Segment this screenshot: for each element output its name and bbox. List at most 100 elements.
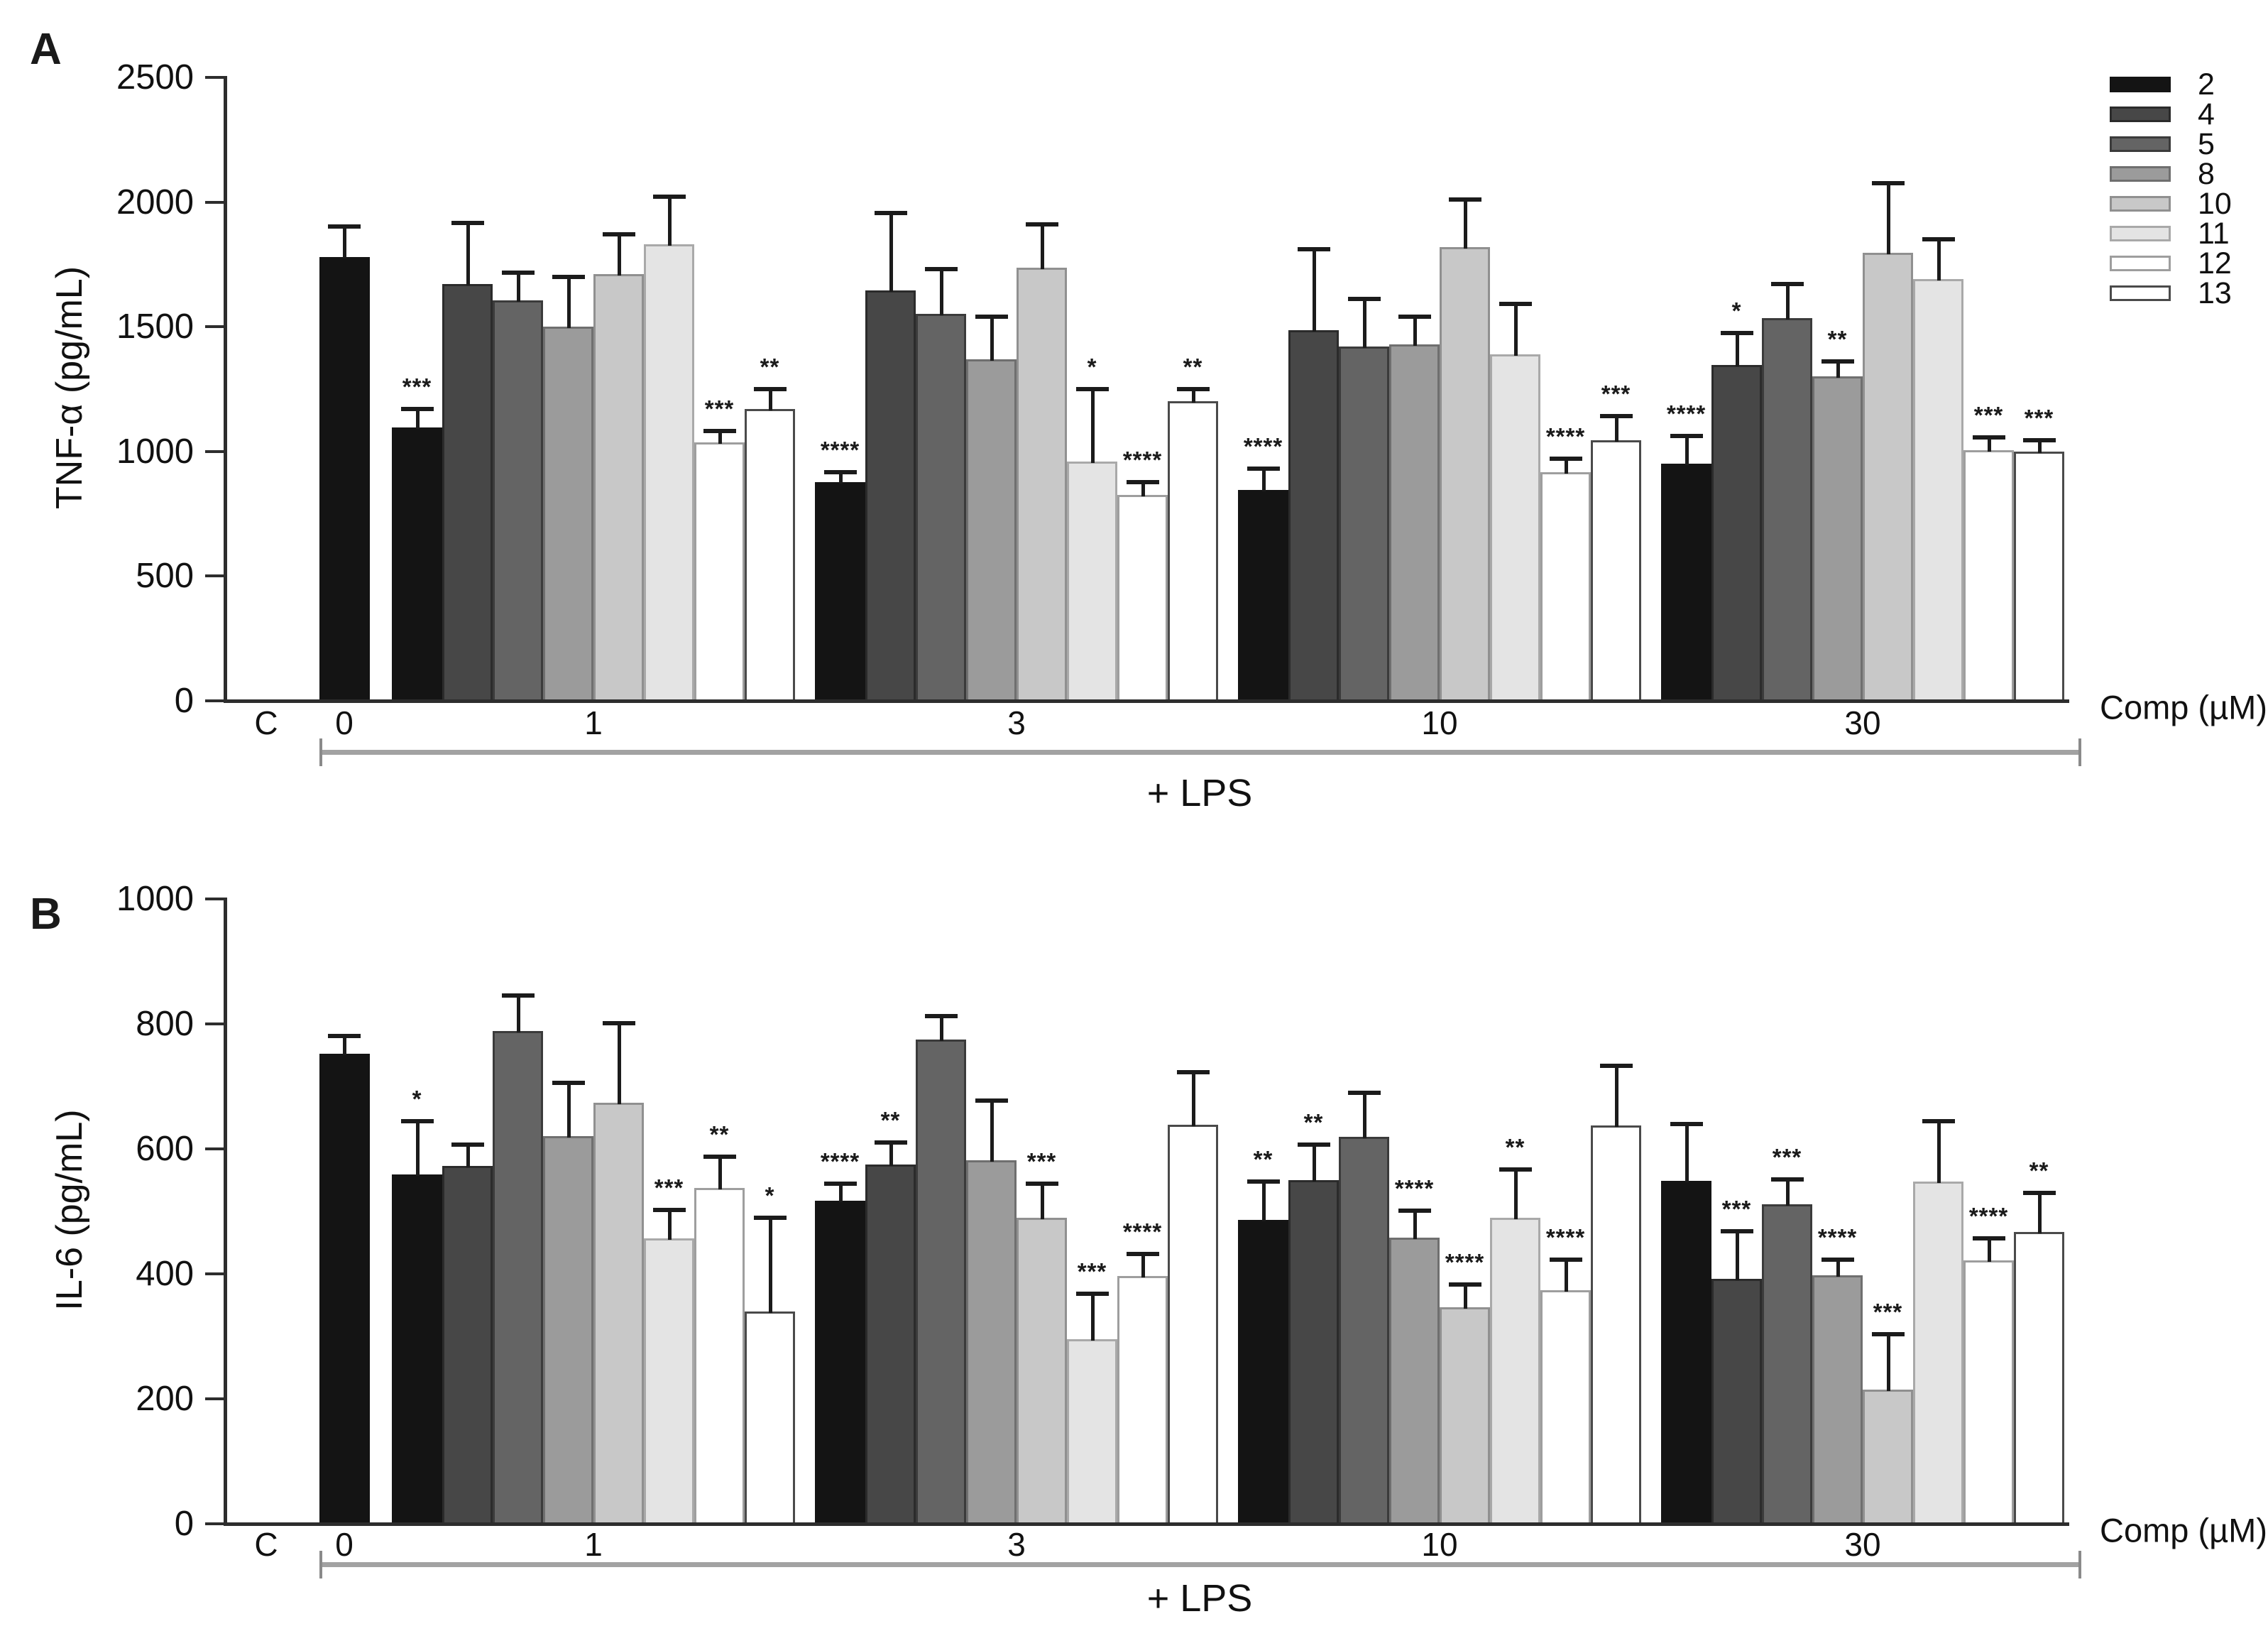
bar-A-10-13 xyxy=(1591,440,1641,699)
error-bar-stem xyxy=(939,1016,943,1041)
error-bar-cap xyxy=(1871,1332,1905,1337)
error-bar-stem xyxy=(1312,1144,1316,1182)
panel-b-letter: B xyxy=(30,890,62,939)
error-bar-cap xyxy=(1972,435,2005,440)
legend-swatch-5 xyxy=(2110,136,2171,152)
bar-A-1-10 xyxy=(593,274,644,699)
bar-B-30-13 xyxy=(2014,1231,2064,1522)
error-bar-stem xyxy=(1936,239,1941,281)
x-axis-line xyxy=(224,699,2069,703)
error-bar-stem xyxy=(1191,1071,1195,1127)
bar-A-30-11 xyxy=(1913,279,1963,699)
panel-b-lps-label: + LPS xyxy=(1146,1577,1253,1620)
error-bar-stem xyxy=(1886,1334,1890,1392)
bar-A-0 xyxy=(319,256,370,699)
bar-A-3-11 xyxy=(1067,461,1117,699)
error-bar-cap xyxy=(1821,1258,1854,1263)
x-tick-label-30: 30 xyxy=(1844,704,1881,741)
error-bar-stem xyxy=(1261,1182,1266,1222)
bar-B-1-2 xyxy=(392,1174,442,1522)
error-bar-cap xyxy=(1448,1282,1481,1287)
x-tick-label-control: C xyxy=(254,1526,278,1563)
bar-A-10-4 xyxy=(1288,330,1339,699)
error-bar-cap xyxy=(652,1208,686,1212)
y-tick xyxy=(205,1147,224,1150)
error-bar-cap xyxy=(602,1020,635,1025)
error-bar-cap xyxy=(1075,1291,1109,1296)
x-tick-label-1: 1 xyxy=(584,1526,603,1563)
error-bar-cap xyxy=(1398,1208,1431,1213)
error-bar-stem xyxy=(1513,304,1518,356)
significance-label: **** xyxy=(1817,1224,1858,1251)
bar-B-1-10 xyxy=(593,1102,644,1522)
error-bar-cap xyxy=(1499,1167,1532,1172)
bar-B-1-4 xyxy=(442,1166,493,1522)
bar-A-1-4 xyxy=(442,284,493,699)
error-bar-stem xyxy=(617,234,621,276)
error-bar-stem xyxy=(343,1036,346,1055)
bar-B-1-12 xyxy=(694,1188,745,1522)
legend-item-12: 12 xyxy=(2110,249,2232,279)
significance-label: *** xyxy=(1973,402,2004,429)
significance-label: **** xyxy=(1243,433,1283,460)
bar-B-3-13 xyxy=(1168,1125,1218,1522)
error-bar-stem xyxy=(1191,388,1195,403)
bar-B-1-13 xyxy=(745,1311,795,1522)
error-bar-cap xyxy=(823,470,857,475)
error-bar-cap xyxy=(652,195,686,200)
bar-B-10-5 xyxy=(1339,1137,1389,1522)
error-bar-cap xyxy=(1821,359,1854,364)
lps-bracket xyxy=(321,1562,2080,1567)
bar-A-30-12 xyxy=(1963,449,2014,699)
error-bar-stem xyxy=(516,273,520,302)
error-bar-stem xyxy=(1040,1184,1044,1220)
legend-item-8: 8 xyxy=(2110,159,2232,190)
error-bar-cap xyxy=(501,271,535,276)
error-bar-cap xyxy=(451,1142,484,1147)
bar-B-3-4 xyxy=(865,1164,916,1522)
error-bar-cap xyxy=(1922,1119,1955,1124)
bar-A-10-5 xyxy=(1339,347,1389,699)
error-bar-cap xyxy=(1247,467,1280,471)
bar-B-30-2 xyxy=(1661,1180,1711,1522)
bar-B-3-8 xyxy=(966,1160,1017,1522)
significance-label: *** xyxy=(704,396,735,422)
significance-label: **** xyxy=(1122,1218,1163,1245)
bar-A-3-13 xyxy=(1168,401,1218,699)
legend-swatch-11 xyxy=(2110,226,2171,241)
x-tick-label-10: 10 xyxy=(1421,704,1458,741)
error-bar-stem xyxy=(2037,1193,2042,1233)
bar-B-10-8 xyxy=(1389,1237,1440,1522)
y-axis-line xyxy=(224,898,227,1526)
bar-A-30-13 xyxy=(2014,451,2064,699)
error-bar-cap xyxy=(501,993,535,998)
error-bar-cap xyxy=(2022,1191,2056,1196)
error-bar-cap xyxy=(1499,302,1532,307)
bar-A-30-8 xyxy=(1812,376,1863,699)
significance-label: **** xyxy=(1666,400,1707,427)
bar-B-3-2 xyxy=(815,1200,865,1522)
bar-A-10-2 xyxy=(1238,489,1288,699)
bar-A-3-10 xyxy=(1017,268,1067,699)
bar-A-30-10 xyxy=(1863,253,1913,699)
error-bar-cap xyxy=(1972,1236,2005,1240)
error-bar-cap xyxy=(1176,386,1210,391)
bar-B-30-5 xyxy=(1762,1204,1812,1522)
error-bar-stem xyxy=(617,1022,621,1104)
y-tick-label: 1500 xyxy=(116,307,194,347)
error-bar-stem xyxy=(1564,459,1568,474)
y-tick xyxy=(205,699,224,702)
error-bar-cap xyxy=(1670,434,1703,439)
y-tick xyxy=(205,898,224,900)
bar-A-3-5 xyxy=(916,314,966,699)
bar-B-10-12 xyxy=(1540,1289,1591,1522)
error-bar-stem xyxy=(466,1144,470,1168)
bar-B-30-12 xyxy=(1963,1260,2014,1522)
bar-B-10-11 xyxy=(1490,1217,1540,1522)
error-bar-stem xyxy=(718,1157,722,1190)
error-bar-stem xyxy=(1463,199,1467,249)
panel-a-letter: A xyxy=(30,25,62,74)
error-bar-stem xyxy=(1936,1121,1941,1184)
error-bar-cap xyxy=(552,1081,585,1086)
